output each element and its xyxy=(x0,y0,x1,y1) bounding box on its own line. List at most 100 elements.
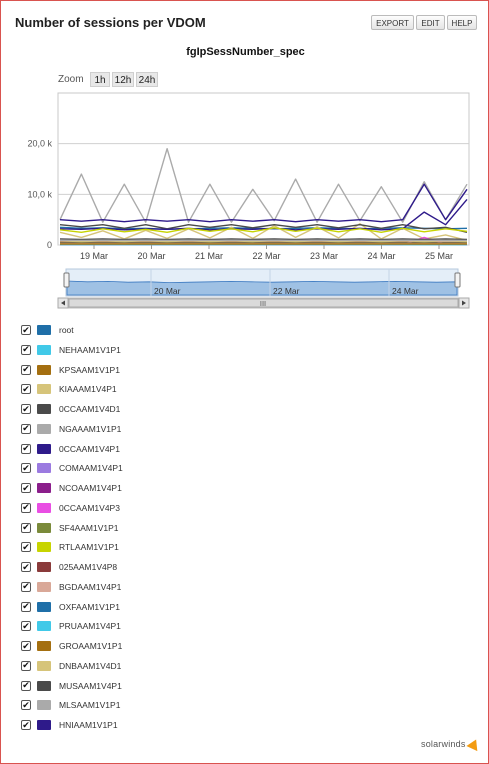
legend-item[interactable]: ✔ BGDAAM1V4P1 xyxy=(21,580,121,594)
legend-label: 025AAM1V4P8 xyxy=(59,562,118,572)
legend-checkbox[interactable]: ✔ xyxy=(21,462,31,474)
edit-button[interactable]: EDIT xyxy=(416,15,445,30)
legend-checkbox[interactable]: ✔ xyxy=(21,443,31,454)
navigator-tick-label: 22 Mar xyxy=(273,286,300,296)
legend-label: NCOAAM1V4P1 xyxy=(59,483,122,493)
legend-swatch xyxy=(37,325,51,335)
zoom-1h-button[interactable]: 1h xyxy=(90,72,110,87)
legend-checkbox[interactable]: ✔ xyxy=(21,403,31,414)
legend-item[interactable]: ✔ PRUAAM1V4P1 xyxy=(21,619,121,633)
arrow-right-icon xyxy=(462,300,466,306)
legend-checkbox[interactable]: ✔ xyxy=(21,601,31,612)
navigator-right-handle[interactable] xyxy=(454,272,461,288)
arrow-left-icon xyxy=(61,300,65,306)
legend-label: 0CCAAM1V4D1 xyxy=(59,404,121,414)
legend-item[interactable]: ✔ 025AAM1V4P8 xyxy=(21,560,117,574)
legend-swatch xyxy=(37,542,51,553)
series-line-NGAAAM1V1P1 xyxy=(59,148,468,223)
legend-item[interactable]: ✔ GROAAM1V1P1 xyxy=(21,639,122,653)
legend-item[interactable]: ✔ MUSAAM1V4P1 xyxy=(21,679,122,693)
legend-label: BGDAAM1V4P1 xyxy=(59,581,122,592)
legend-item[interactable]: ✔ 0CCAAM1V4P1 xyxy=(21,442,120,456)
series-line-MUSAAM1V4P1 xyxy=(59,238,468,241)
scrollbar-grip-icon: III xyxy=(260,300,266,308)
export-button[interactable]: EXPORT xyxy=(371,15,414,30)
solarwinds-flare-icon xyxy=(465,736,482,752)
legend-checkbox[interactable]: ✔ xyxy=(21,502,31,513)
y-tick-label: 0 xyxy=(47,240,52,250)
legend-item[interactable]: ✔ MLSAAM1V1P1 xyxy=(21,698,120,712)
series-line-0CCAAM1V4D1 xyxy=(59,223,468,233)
legend-label: OXFAAM1V1P1 xyxy=(59,601,120,612)
legend-label: NGAAAM1V1P1 xyxy=(59,423,122,434)
legend-swatch xyxy=(37,522,51,533)
legend-label: NEHAAM1V1P1 xyxy=(59,344,121,355)
legend-item[interactable]: ✔ COMAAM1V4P1 xyxy=(21,461,123,475)
legend-label: 0CCAAM1V4P1 xyxy=(59,443,120,454)
help-button[interactable]: HELP xyxy=(447,15,477,30)
legend-item[interactable]: ✔ root xyxy=(21,323,74,337)
legend-item[interactable]: ✔ NEHAAM1V1P1 xyxy=(21,343,121,357)
legend-swatch xyxy=(37,423,51,434)
legend-item[interactable]: ✔ 0CCAAM1V4P3 xyxy=(21,501,120,515)
x-tick-label: 22 Mar xyxy=(252,251,280,261)
legend-checkbox[interactable]: ✔ xyxy=(21,324,31,335)
legend-checkbox[interactable]: ✔ xyxy=(21,620,31,632)
legend-checkbox[interactable]: ✔ xyxy=(21,364,31,375)
legend-item[interactable]: ✔ KIAAAM1V4P1 xyxy=(21,382,117,396)
legend-swatch xyxy=(37,621,51,632)
legend-item[interactable]: ✔ DNBAAM1V4D1 xyxy=(21,659,121,673)
legend-label: 0CCAAM1V4P3 xyxy=(59,502,120,513)
navigator-left-handle[interactable] xyxy=(63,272,70,288)
series-line-RTLAAM1V1P1 xyxy=(59,227,468,234)
legend-checkbox[interactable]: ✔ xyxy=(21,423,31,434)
legend-item[interactable]: ✔ NGAAAM1V1P1 xyxy=(21,422,121,436)
legend-checkbox[interactable]: ✔ xyxy=(21,719,31,730)
legend-checkbox[interactable]: ✔ xyxy=(21,699,31,711)
legend-swatch xyxy=(37,463,51,474)
legend-label: root xyxy=(59,325,74,335)
x-tick-label: 23 Mar xyxy=(310,251,338,261)
logo-text: solarwinds xyxy=(421,739,466,749)
navigator-scrollbar-thumb[interactable] xyxy=(68,298,459,308)
legend-swatch xyxy=(37,562,51,572)
legend-label: SF4AAM1V1P1 xyxy=(59,522,119,533)
legend-swatch xyxy=(37,483,51,493)
legend-checkbox[interactable]: ✔ xyxy=(21,680,31,691)
legend-swatch xyxy=(37,641,51,651)
zoom-24h-button[interactable]: 24h xyxy=(136,72,158,87)
legend-item[interactable]: ✔ 0CCAAM1V4D1 xyxy=(21,402,120,416)
legend-label: GROAAM1V1P1 xyxy=(59,641,123,651)
legend-checkbox[interactable]: ✔ xyxy=(21,344,31,355)
x-tick-label: 19 Mar xyxy=(80,251,108,261)
range-navigator[interactable]: 20 Mar 22 Mar 24 Mar III xyxy=(1,263,489,313)
zoom-12h-button[interactable]: 12h xyxy=(112,72,134,87)
legend-item[interactable]: ✔ SF4AAM1V1P1 xyxy=(21,521,119,535)
legend-checkbox[interactable]: ✔ xyxy=(21,660,31,671)
chart-title: fgIpSessNumber_spec xyxy=(186,46,305,58)
legend-item[interactable]: ✔ RTLAAM1V1P1 xyxy=(21,540,119,554)
x-tick-label: 25 Mar xyxy=(425,251,453,261)
legend-item[interactable]: ✔ HNIAAM1V1P1 xyxy=(21,718,118,732)
legend-swatch xyxy=(37,581,51,592)
legend-checkbox[interactable]: ✔ xyxy=(21,640,31,651)
navigator-labels: 20 Mar 22 Mar 24 Mar xyxy=(150,269,419,296)
legend-item[interactable]: ✔ OXFAAM1V1P1 xyxy=(21,600,120,614)
legend-checkbox[interactable]: ✔ xyxy=(21,482,31,493)
legend-checkbox[interactable]: ✔ xyxy=(21,522,31,533)
legend-checkbox[interactable]: ✔ xyxy=(21,561,31,572)
legend-label: MUSAAM1V4P1 xyxy=(59,680,122,691)
legend-label: COMAAM1V4P1 xyxy=(59,463,123,474)
legend-swatch xyxy=(37,364,51,375)
series-line-KIAAAM1V4P1 xyxy=(59,222,468,242)
x-axis-labels: 19 Mar 20 Mar 21 Mar 22 Mar 23 Mar 24 Mar 25 M… xyxy=(80,245,453,261)
legend-checkbox[interactable]: ✔ xyxy=(21,581,31,592)
legend-swatch xyxy=(37,443,51,454)
main-chart[interactable]: 0 10,0 k 20,0 k 19 Mar 20 Mar 21 Mar 22 Mar 23… xyxy=(1,89,489,261)
legend-label: MLSAAM1V1P1 xyxy=(59,700,121,711)
legend-checkbox[interactable]: ✔ xyxy=(21,383,31,395)
x-tick-label: 20 Mar xyxy=(137,251,165,261)
legend-checkbox[interactable]: ✔ xyxy=(21,541,31,553)
legend-item[interactable]: ✔ NCOAAM1V4P1 xyxy=(21,481,122,495)
legend-item[interactable]: ✔ KPSAAM1V1P1 xyxy=(21,363,120,377)
